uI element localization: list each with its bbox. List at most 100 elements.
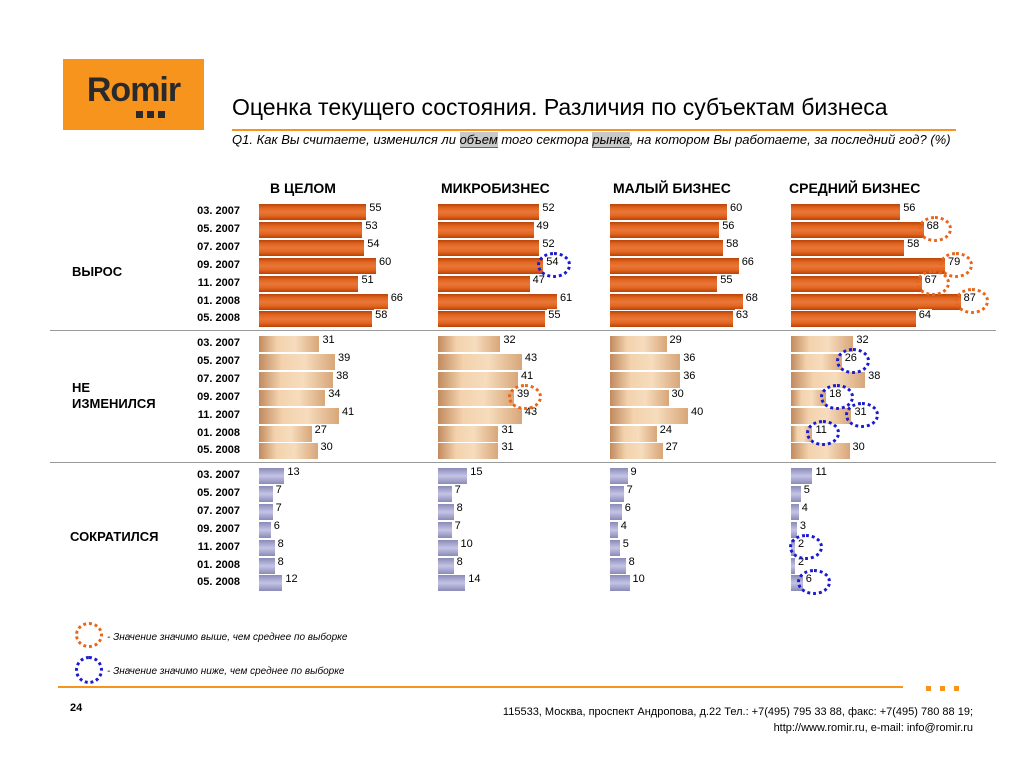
value-label: 30 xyxy=(670,387,685,400)
value-label: 52 xyxy=(541,202,556,214)
page-number: 24 xyxy=(70,702,83,714)
period-label: 07. 2007 xyxy=(197,372,240,385)
column-header-total: В ЦЕЛОМ xyxy=(270,180,336,196)
bar-small xyxy=(610,468,628,484)
bar-micro xyxy=(438,311,546,328)
value-label: 4 xyxy=(800,501,809,514)
value-label: 5 xyxy=(802,483,811,496)
footer-line xyxy=(58,686,903,688)
legend-lower-marker xyxy=(75,656,103,684)
value-label: 47 xyxy=(531,273,546,286)
bar-total xyxy=(259,239,365,256)
value-label: 53 xyxy=(364,219,379,232)
period-label: 05. 2008 xyxy=(197,576,240,589)
bar-micro xyxy=(438,468,468,484)
bar-micro xyxy=(438,521,452,538)
bar-medium xyxy=(791,336,854,352)
bar-micro xyxy=(438,575,466,592)
value-label: 7 xyxy=(274,483,283,496)
value-label: 29 xyxy=(668,334,683,346)
period-label: 11. 2007 xyxy=(197,276,240,289)
bar-medium xyxy=(791,503,799,520)
value-label: 7 xyxy=(274,501,283,514)
value-label: 38 xyxy=(867,369,882,382)
bar-total xyxy=(259,539,275,556)
bar-small xyxy=(610,371,681,388)
bar-total xyxy=(259,468,285,484)
bar-small xyxy=(610,336,667,352)
period-label: 03. 2007 xyxy=(197,469,240,481)
bar-total xyxy=(259,311,373,328)
significance-lower-marker xyxy=(796,569,831,596)
bar-medium xyxy=(791,371,866,388)
question-highlight-volume: объем xyxy=(459,132,498,148)
bar-micro xyxy=(438,336,501,352)
footer-contacts: 115533, Москва, проспект Андропова, д.22… xyxy=(503,704,973,736)
group-label-decreased: СОКРАТИЛСЯ xyxy=(70,529,159,545)
bar-medium xyxy=(791,468,813,484)
bar-total xyxy=(259,293,388,310)
bar-small xyxy=(610,239,724,256)
footer-dots xyxy=(926,686,959,691)
group-label-decreased-text: СОКРАТИЛСЯ xyxy=(70,529,159,544)
bar-medium xyxy=(791,221,924,238)
value-label: 6 xyxy=(272,519,281,532)
bar-micro xyxy=(438,485,452,502)
value-label: 4 xyxy=(619,519,628,532)
period-label: 09. 2007 xyxy=(197,522,240,535)
value-label: 31 xyxy=(321,334,336,346)
significance-lower-marker xyxy=(806,419,841,446)
period-label: 05. 2008 xyxy=(197,444,240,457)
bar-small xyxy=(610,485,624,502)
significance-lower-marker xyxy=(845,401,880,428)
bar-medium xyxy=(791,485,801,502)
period-label: 01. 2008 xyxy=(197,294,240,307)
question-highlight-market: рынка xyxy=(592,132,630,148)
column-header-small: МАЛЫЙ БИЗНЕС xyxy=(613,180,731,196)
bar-small xyxy=(610,503,622,520)
value-label: 41 xyxy=(340,405,356,418)
bar-medium xyxy=(791,443,850,460)
bar-small xyxy=(610,521,618,538)
bar-total xyxy=(259,485,273,502)
bar-total xyxy=(259,275,359,292)
bar-medium xyxy=(791,311,916,328)
value-label: 27 xyxy=(664,441,679,454)
question-part2: того сектора xyxy=(497,132,593,147)
period-label: 11. 2007 xyxy=(197,540,240,553)
bar-medium xyxy=(791,293,961,310)
period-label: 05. 2008 xyxy=(197,312,240,325)
bar-total xyxy=(259,443,318,460)
value-label: 43 xyxy=(523,351,539,364)
bar-small xyxy=(610,425,657,442)
bar-total xyxy=(259,371,334,388)
value-label: 34 xyxy=(327,387,342,400)
significance-higher-marker xyxy=(508,383,543,410)
value-label: 64 xyxy=(917,309,933,322)
title-underline xyxy=(232,129,956,131)
bar-micro xyxy=(438,443,499,460)
bar-total xyxy=(259,221,363,238)
value-label: 5 xyxy=(621,537,630,550)
bar-micro xyxy=(438,239,540,256)
value-label: 8 xyxy=(455,501,464,514)
period-label: 05. 2007 xyxy=(197,222,240,235)
value-label: 54 xyxy=(366,237,381,250)
value-label: 7 xyxy=(453,519,462,532)
bar-medium xyxy=(791,353,842,370)
value-label: 8 xyxy=(455,555,464,568)
period-label: 03. 2007 xyxy=(197,337,240,349)
legend-higher-marker xyxy=(75,622,103,648)
value-label: 36 xyxy=(682,351,697,364)
period-label: 07. 2007 xyxy=(197,240,240,253)
bar-total xyxy=(259,425,312,442)
bar-small xyxy=(610,311,733,328)
value-label: 60 xyxy=(729,202,744,214)
significance-higher-marker xyxy=(954,287,989,314)
value-label: 56 xyxy=(902,202,917,214)
bar-small xyxy=(610,221,720,238)
group-label-grew: ВЫРОС xyxy=(72,264,122,280)
period-label: 09. 2007 xyxy=(197,258,240,271)
value-label: 51 xyxy=(360,273,375,286)
value-label: 39 xyxy=(337,351,352,364)
